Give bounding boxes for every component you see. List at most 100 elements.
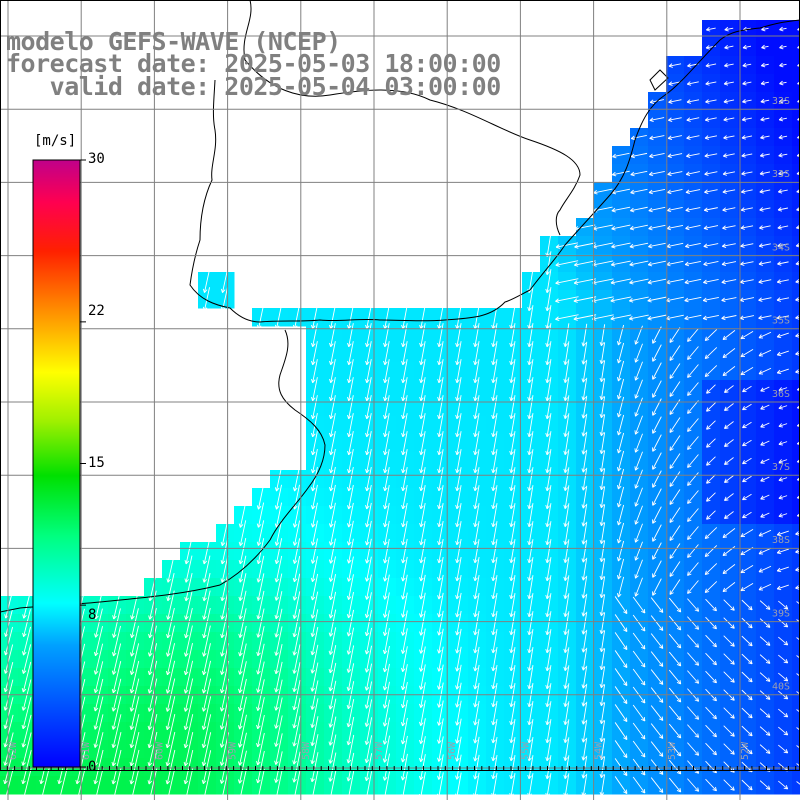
- wind-arrow-head: [706, 389, 709, 394]
- wind-arrow-head: [704, 117, 709, 121]
- wind-arrow-head: [795, 261, 800, 265]
- wind-arrow-head: [221, 579, 226, 583]
- wind-arrow: [366, 305, 372, 329]
- wind-arrow-head: [473, 378, 476, 383]
- wind-arrow: [203, 287, 211, 311]
- wind-arrow-head: [220, 652, 223, 657]
- wind-arrow: [555, 242, 579, 248]
- wind-arrow: [275, 697, 283, 729]
- wind-arrow-head: [148, 596, 151, 601]
- wind-arrow-head: [704, 189, 708, 193]
- wind-arrow-head: [687, 481, 689, 486]
- wind-arrow: [312, 305, 318, 329]
- wind-arrow-head: [474, 415, 478, 420]
- wind-arrow-head: [546, 307, 550, 312]
- wind-arrow-head: [741, 117, 746, 121]
- wind-arrow-head: [783, 607, 788, 610]
- wind-arrow-head: [184, 596, 187, 602]
- wind-arrow-head: [455, 342, 458, 347]
- wind-arrow-head: [384, 777, 388, 781]
- wind-arrow-head: [310, 759, 313, 764]
- wind-arrow-head: [348, 523, 352, 528]
- wind-arrow: [632, 668, 646, 686]
- wind-arrow-head: [93, 707, 96, 712]
- wind-arrow-head: [732, 714, 735, 719]
- wind-arrow-head: [419, 649, 422, 654]
- wind-arrow-head: [641, 754, 646, 758]
- wind-cell: [792, 218, 800, 237]
- wind-arrow-head: [610, 300, 615, 303]
- wind-arrow: [795, 370, 800, 373]
- wind-arrow: [185, 590, 193, 620]
- wind-arrow: [796, 172, 800, 175]
- wind-arrow: [384, 305, 390, 329]
- wind-arrow-head: [293, 670, 297, 674]
- wind-arrow: [630, 152, 648, 158]
- wind-arrow-head: [724, 460, 727, 465]
- wind-arrow-head: [545, 684, 548, 690]
- wind-arrow-head: [165, 798, 168, 800]
- wind-arrow-head: [310, 741, 313, 746]
- wind-arrow-head: [347, 396, 350, 401]
- wind-arrow: [95, 626, 103, 656]
- wind-arrow-head: [384, 595, 388, 600]
- wind-arrow: [686, 117, 700, 121]
- wind-arrow-head: [256, 505, 259, 510]
- wind-arrow-head: [329, 796, 334, 800]
- wind-arrow-head: [778, 134, 783, 139]
- wind-arrow-head: [420, 577, 424, 582]
- wind-arrow: [546, 719, 552, 743]
- wind-arrow: [420, 700, 426, 726]
- wind-arrow-head: [166, 744, 171, 749]
- wind-arrow-head: [760, 477, 764, 482]
- wind-arrow-head: [328, 668, 331, 673]
- wind-arrow: [778, 459, 788, 463]
- wind-arrow-head: [582, 648, 587, 653]
- wind-arrow: [348, 556, 354, 582]
- wind-arrow-head: [742, 47, 748, 50]
- wind-arrow-head: [419, 468, 422, 473]
- wind-arrow-head: [348, 469, 352, 474]
- wind-arrow-head: [616, 431, 619, 436]
- wind-arrow-head: [222, 798, 225, 800]
- wind-arrow-head: [581, 702, 584, 707]
- wind-arrow-head: [623, 629, 628, 632]
- wind-arrow: [582, 449, 588, 473]
- wind-arrow: [582, 467, 588, 491]
- wind-arrow-head: [599, 683, 602, 688]
- wind-arrow: [546, 413, 552, 437]
- wind-arrow-head: [383, 324, 386, 329]
- wind-arrow-head: [684, 315, 689, 320]
- wind-arrow-head: [509, 378, 512, 383]
- wind-arrow-head: [582, 792, 587, 797]
- wind-arrow: [652, 542, 662, 560]
- wind-arrow: [721, 279, 737, 283]
- wind-arrow-head: [274, 596, 277, 601]
- wind-arrow-head: [687, 447, 692, 450]
- wind-arrow-head: [401, 522, 404, 528]
- wind-arrow: [402, 502, 408, 528]
- wind-arrow-head: [593, 189, 597, 194]
- wind-arrow-head: [312, 469, 316, 474]
- wind-arrow-head: [599, 719, 602, 724]
- wind-arrow: [706, 438, 716, 448]
- wind-arrow-head: [113, 634, 117, 638]
- wind-arrow-head: [329, 414, 332, 419]
- wind-arrow: [22, 697, 32, 729]
- wind-arrow-head: [419, 504, 422, 510]
- wind-arrow-head: [437, 450, 440, 455]
- wind-arrow-head: [581, 450, 584, 455]
- wind-arrow-head: [760, 459, 764, 464]
- wind-arrow-head: [705, 537, 710, 539]
- wind-arrow-head: [238, 688, 241, 693]
- wind-arrow-head: [256, 670, 259, 675]
- wind-arrow-head: [256, 324, 259, 329]
- wind-arrow-head: [183, 761, 186, 767]
- wind-arrow-head: [630, 153, 635, 157]
- wind-arrow: [600, 648, 606, 670]
- wind-arrow: [492, 736, 498, 762]
- wind-arrow: [685, 243, 701, 247]
- wind-arrow: [635, 469, 643, 489]
- wind-arrow-head: [546, 289, 550, 294]
- wind-arrow: [722, 366, 736, 376]
